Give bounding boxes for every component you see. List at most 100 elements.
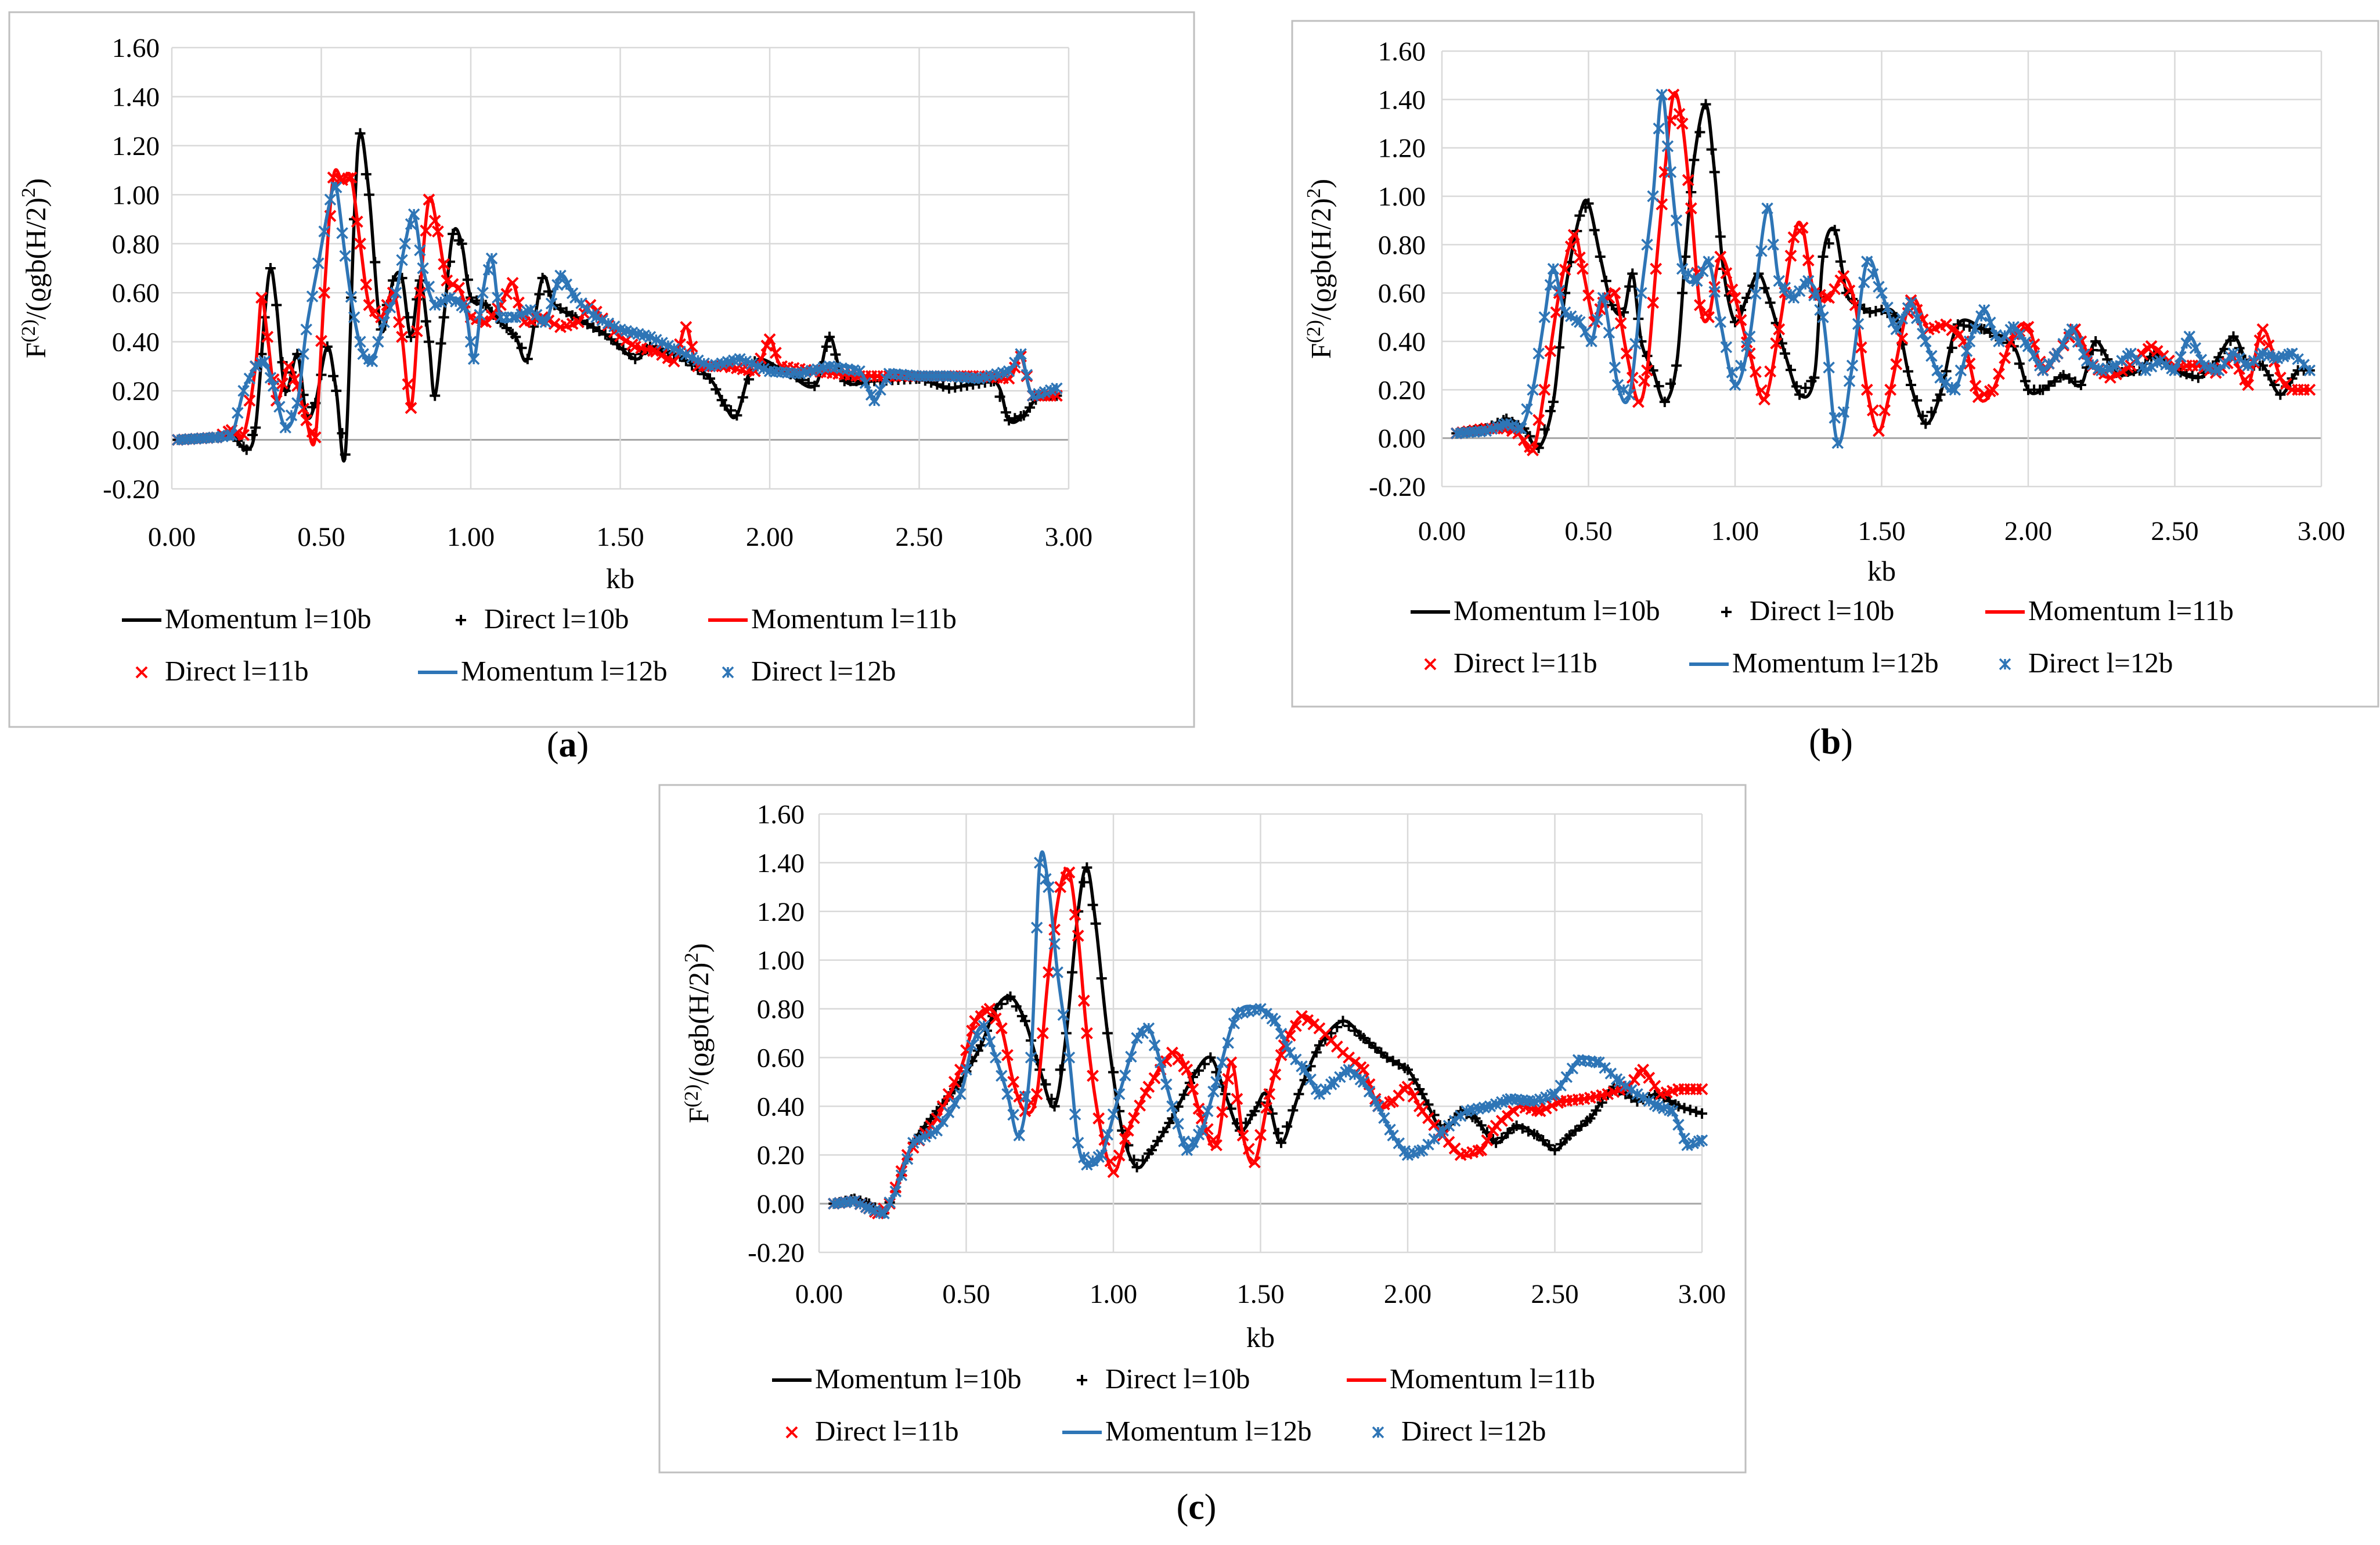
data-marker <box>948 1075 961 1088</box>
data-marker <box>1057 1009 1070 1021</box>
y-axis-label-part: (2) <box>681 1085 702 1108</box>
data-marker <box>1595 251 1606 262</box>
data-marker <box>901 1153 914 1165</box>
data-marker <box>1670 214 1683 226</box>
data-marker <box>1550 306 1563 319</box>
data-marker <box>1946 343 1957 354</box>
data-marker <box>2066 323 2078 336</box>
y-tick-label: 1.00 <box>112 180 160 210</box>
data-marker <box>1172 1118 1184 1130</box>
data-marker <box>396 330 408 343</box>
data-marker <box>2020 376 2031 387</box>
data-marker <box>1202 1105 1214 1117</box>
caption-paren: ) <box>577 725 589 765</box>
data-marker <box>966 1039 978 1051</box>
data-marker <box>1614 317 1627 330</box>
data-marker <box>1591 1105 1602 1116</box>
data-marker <box>1623 388 1636 401</box>
data-marker <box>384 301 396 314</box>
data-marker <box>1620 347 1633 360</box>
data-marker <box>1517 1123 1528 1134</box>
data-marker <box>1672 1118 1685 1131</box>
data-marker <box>650 345 662 358</box>
data-marker <box>1393 1137 1405 1150</box>
data-marker <box>492 291 504 304</box>
data-marker <box>1656 88 1668 101</box>
data-marker <box>1119 1133 1131 1145</box>
data-marker <box>408 208 420 221</box>
data-marker <box>1470 1113 1481 1124</box>
data-marker <box>2013 329 2026 341</box>
data-marker <box>1288 1105 1299 1116</box>
legend-entry: Momentum l=12b <box>1062 1415 1312 1447</box>
data-marker <box>1643 1071 1656 1084</box>
data-marker <box>267 380 280 392</box>
data-marker <box>543 286 554 297</box>
data-marker <box>462 274 473 285</box>
data-marker <box>448 228 459 239</box>
data-marker <box>406 332 416 343</box>
data-marker <box>1696 1083 1708 1096</box>
data-marker <box>996 1069 1008 1082</box>
data-marker <box>402 378 414 391</box>
data-marker <box>983 1035 996 1048</box>
data-marker <box>250 422 261 433</box>
data-marker <box>668 355 680 368</box>
legend-label: Direct l=12b <box>2028 647 2173 679</box>
data-marker <box>994 391 1005 402</box>
panel-caption: (a) <box>547 725 589 765</box>
data-marker <box>1069 1108 1081 1121</box>
y-axis-label: F(2)/(ϱgb(H/2)2) <box>681 943 715 1123</box>
y-tick-label: 0.80 <box>112 229 160 260</box>
data-marker <box>1548 397 1559 408</box>
data-marker <box>1382 1052 1393 1063</box>
data-marker <box>355 128 366 139</box>
caption-letter: a <box>559 725 577 765</box>
data-marker <box>2028 350 2040 362</box>
y-axis-label-part: ) <box>1305 179 1337 188</box>
data-marker <box>2275 389 2286 400</box>
legend-entry: Momentum l=12b <box>418 655 668 687</box>
series-markers-2 <box>1451 88 2316 449</box>
data-marker <box>1387 1056 1398 1067</box>
data-marker <box>438 258 450 271</box>
data-marker <box>1609 287 1621 300</box>
data-marker <box>1767 239 1779 251</box>
data-marker <box>241 444 252 455</box>
data-marker <box>1881 301 1894 314</box>
y-axis-label-part: /(ϱgb(H/2) <box>1305 198 1337 320</box>
data-marker <box>405 402 417 415</box>
data-marker <box>243 372 256 385</box>
data-marker <box>1067 967 1078 978</box>
data-marker <box>1576 1120 1587 1131</box>
legend-entry: Direct l=12b <box>1372 1415 1546 1447</box>
data-marker <box>1311 1047 1322 1058</box>
data-marker <box>1559 306 1571 319</box>
data-marker <box>500 287 513 300</box>
y-tick-label: 1.60 <box>112 33 160 63</box>
data-marker <box>1580 326 1592 338</box>
series-markers-2 <box>172 181 1063 446</box>
data-marker <box>758 362 770 375</box>
data-marker <box>674 345 686 358</box>
data-marker <box>1570 1125 1581 1136</box>
x-axis-label: kb <box>606 563 634 595</box>
x-axis-label: kb <box>1246 1321 1275 1353</box>
y-tick-label: 1.20 <box>757 897 805 927</box>
y-axis-label: F(2)/(ϱgb(H/2)2) <box>1303 179 1337 359</box>
data-marker <box>331 386 342 397</box>
data-marker <box>1585 335 1598 348</box>
data-marker <box>913 1133 925 1146</box>
data-marker <box>522 354 533 365</box>
legend-label: Direct l=10b <box>1750 595 1894 626</box>
data-marker <box>1647 296 1660 309</box>
data-marker <box>1544 345 1557 358</box>
data-marker <box>1843 375 1856 387</box>
y-tick-label: 1.40 <box>112 82 160 112</box>
data-marker <box>1759 283 1770 294</box>
data-marker <box>1697 265 1709 278</box>
data-marker <box>1402 1064 1413 1075</box>
data-marker <box>1641 364 1653 377</box>
data-marker <box>1040 1079 1051 1090</box>
data-marker <box>370 257 381 268</box>
